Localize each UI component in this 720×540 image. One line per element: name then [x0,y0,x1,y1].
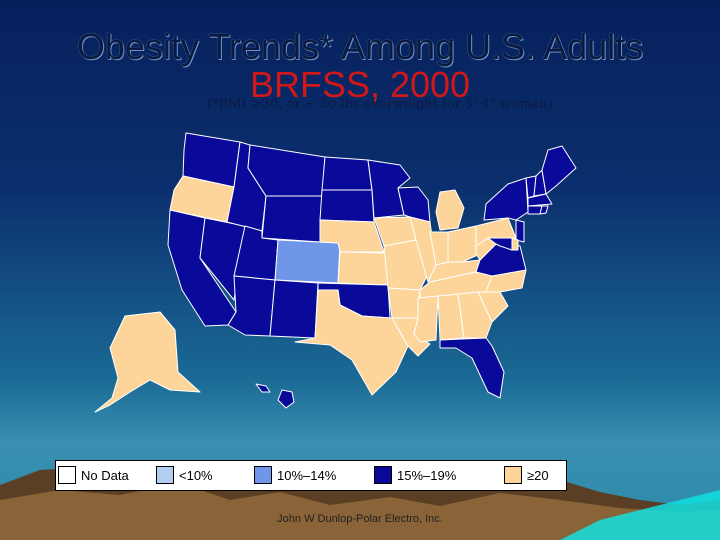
state-AZ [227,275,276,337]
legend-swatch [374,466,392,484]
legend-item-10-14: 10%–14% [254,466,336,484]
state-ME [541,145,577,195]
state-CO [274,239,341,284]
state-HI [277,389,295,409]
legend-swatch [504,466,522,484]
state-MO [383,239,431,291]
state-NJ [515,219,525,243]
mountain-range-front [0,483,720,540]
state-MD [487,237,513,251]
legend-item-lt10: <10% [156,466,213,484]
title-line-1: Obesity Trends* Among U.S. Adults [76,26,644,67]
legend-label: No Data [81,467,129,483]
legend-item-15-19: 15%–19% [374,466,456,484]
legend-label: ≥20 [527,467,549,483]
title-line-2: BRFSS, 2000 [249,64,471,105]
legend-swatch [156,466,174,484]
state-TX [294,289,409,396]
legend-label: 10%–14% [277,467,337,483]
state-KS [337,251,389,286]
state-ND [321,156,373,191]
legend-label: 15%–19% [397,467,457,483]
legend-swatch [58,466,76,484]
state-OR [169,175,235,223]
state-MA [527,193,553,207]
state-SD [319,189,375,223]
footer-credit: John W Dunlop-Polar Electro, Inc. [277,513,443,525]
legend-swatch [254,466,272,484]
state-DE [511,237,519,251]
state-MI [435,189,465,231]
state-OH [447,225,481,263]
state-AK [94,311,201,413]
state-FL [439,337,505,399]
legend-item-no-data: No Data [58,466,129,484]
state-NM [269,279,319,339]
state-GA [457,291,493,339]
state-RI [539,205,549,215]
state-NY [483,177,529,221]
legend-label: <10% [179,467,213,483]
legend: No Data <10% 10%–14% 15%–19% ≥20 [55,460,567,491]
state-HI-islands [255,383,271,393]
sea-strip [560,490,720,540]
state-AR [387,287,421,319]
state-MS [413,295,439,343]
state-WY [261,195,323,243]
title-note: (*BMI ≥30, or ~ 30 lbs overweight for 5’… [207,97,553,112]
legend-item-20plus: ≥20 [504,466,549,484]
